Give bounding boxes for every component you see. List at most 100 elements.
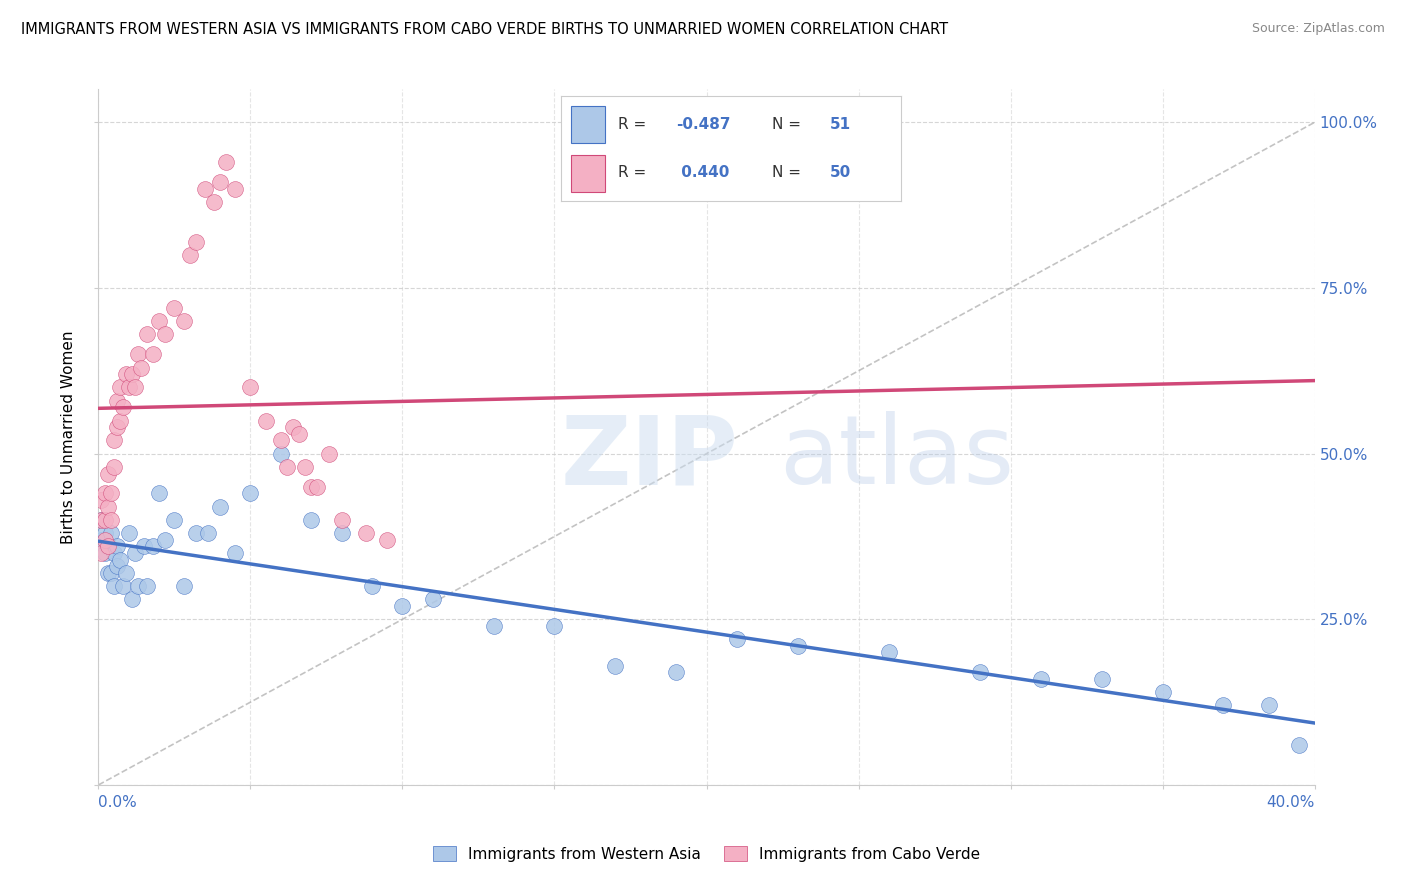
Point (254, 413, 277, 427)
Point (299, 513, 322, 527)
Point (1288, 738, 1310, 752)
Point (605, 658, 627, 673)
Point (96, 500, 118, 514)
Point (136, 327, 159, 342)
Text: atlas: atlas (779, 411, 1015, 505)
Point (108, 380, 131, 394)
Point (93, 533, 115, 547)
Point (96, 467, 118, 481)
Point (173, 314, 195, 328)
Point (1029, 672, 1052, 686)
Point (276, 459, 298, 474)
Point (105, 540, 128, 554)
Point (354, 526, 377, 541)
Point (391, 599, 413, 613)
Point (665, 665, 688, 680)
Point (129, 360, 152, 375)
Point (299, 480, 322, 494)
Point (224, 181, 246, 195)
Point (173, 579, 195, 593)
Point (100, 526, 122, 541)
Text: Source: ZipAtlas.com: Source: ZipAtlas.com (1251, 22, 1385, 36)
Point (93, 513, 115, 527)
Point (281, 420, 304, 434)
Point (330, 526, 353, 541)
Point (184, 235, 207, 249)
Point (105, 393, 128, 408)
Point (270, 434, 292, 448)
Point (1152, 685, 1174, 699)
Y-axis label: Births to Unmarried Women: Births to Unmarried Women (60, 330, 76, 544)
Point (103, 459, 125, 474)
Text: 40.0%: 40.0% (1267, 796, 1315, 810)
Point (239, 486, 262, 500)
Point (209, 500, 232, 514)
Point (93, 486, 115, 500)
Point (142, 540, 165, 554)
Point (197, 526, 219, 541)
Point (90, 513, 112, 527)
Point (288, 426, 311, 441)
Point (209, 175, 232, 189)
Point (270, 447, 292, 461)
Point (118, 380, 141, 394)
Point (100, 566, 122, 580)
Point (108, 413, 131, 427)
Point (124, 380, 146, 394)
Point (163, 513, 186, 527)
Point (90, 493, 112, 508)
Point (422, 592, 444, 607)
Text: IMMIGRANTS FROM WESTERN ASIA VS IMMIGRANTS FROM CABO VERDE BIRTHS TO UNMARRIED W: IMMIGRANTS FROM WESTERN ASIA VS IMMIGRAN… (21, 22, 948, 37)
Point (103, 434, 125, 448)
Text: 0.0%: 0.0% (98, 796, 138, 810)
Point (93, 546, 115, 560)
Point (114, 367, 136, 381)
Point (93, 526, 115, 541)
Point (108, 552, 131, 566)
Point (1212, 698, 1234, 713)
Legend: Immigrants from Western Asia, Immigrants from Cabo Verde: Immigrants from Western Asia, Immigrants… (427, 839, 986, 868)
Point (224, 546, 246, 560)
Point (96, 566, 118, 580)
Point (96, 540, 118, 554)
Point (215, 155, 238, 169)
Point (969, 665, 991, 680)
Point (142, 347, 165, 361)
Point (786, 639, 808, 653)
Point (184, 526, 207, 541)
Point (155, 327, 177, 342)
Point (148, 314, 170, 328)
Point (127, 579, 149, 593)
Point (725, 632, 748, 647)
Point (105, 420, 128, 434)
Point (877, 645, 900, 659)
Point (136, 579, 159, 593)
Point (90, 533, 112, 547)
Point (375, 533, 398, 547)
Point (361, 579, 384, 593)
Point (179, 248, 201, 262)
Point (121, 367, 143, 381)
Point (105, 559, 128, 574)
Point (114, 566, 136, 580)
Point (111, 579, 134, 593)
Point (103, 546, 125, 560)
Point (103, 579, 125, 593)
Point (132, 540, 155, 554)
Point (482, 619, 505, 633)
Point (330, 513, 353, 527)
Point (90, 546, 112, 560)
Point (148, 486, 170, 500)
Point (239, 380, 262, 394)
Point (194, 181, 217, 195)
Point (118, 526, 141, 541)
Point (155, 533, 177, 547)
Point (163, 301, 186, 315)
Point (318, 447, 340, 461)
Text: ZIP: ZIP (561, 411, 738, 505)
Point (96, 540, 118, 554)
Point (294, 459, 316, 474)
Point (90, 513, 112, 527)
Point (121, 592, 143, 607)
Point (1091, 672, 1114, 686)
